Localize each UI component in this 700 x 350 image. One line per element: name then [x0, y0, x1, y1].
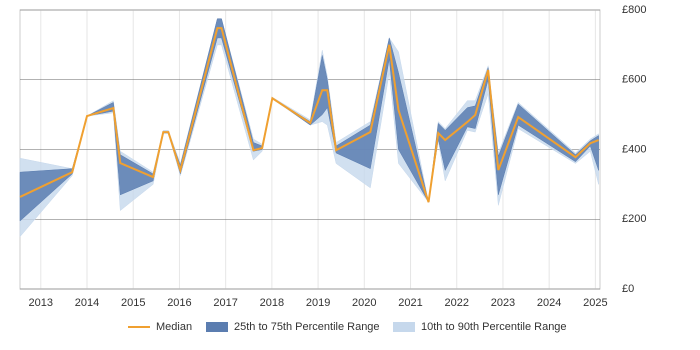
x-tick-label: 2018: [260, 297, 284, 309]
legend-label: 25th to 75th Percentile Range: [234, 321, 380, 333]
x-tick-label: 2016: [167, 297, 191, 309]
y-tick-label: £600: [622, 74, 646, 86]
y-tick-label: £800: [622, 4, 646, 16]
y-tick-label: £0: [622, 283, 634, 295]
x-tick-label: 2014: [75, 297, 99, 309]
x-tick-label: 2013: [29, 297, 53, 309]
x-tick-label: 2015: [121, 297, 145, 309]
x-tick-label: 2022: [444, 297, 468, 309]
range-area: [19, 18, 599, 238]
y-tick-label: £400: [622, 143, 646, 155]
x-tick-label: 2021: [398, 297, 422, 309]
y-tick-label: £200: [622, 213, 646, 225]
x-tick-label: 2024: [537, 297, 561, 309]
range-area: [19, 18, 599, 222]
x-tick-label: 2025: [583, 297, 607, 309]
median-line: [19, 27, 599, 203]
legend-label: Median: [156, 321, 192, 333]
x-tick-label: 2023: [491, 297, 515, 309]
x-tick-label: 2019: [306, 297, 330, 309]
legend-swatch: [393, 322, 415, 332]
x-tick-label: 2020: [352, 297, 376, 309]
x-tick-label: 2017: [213, 297, 237, 309]
legend-label: 10th to 90th Percentile Range: [421, 321, 567, 333]
legend-swatch: [206, 322, 228, 332]
